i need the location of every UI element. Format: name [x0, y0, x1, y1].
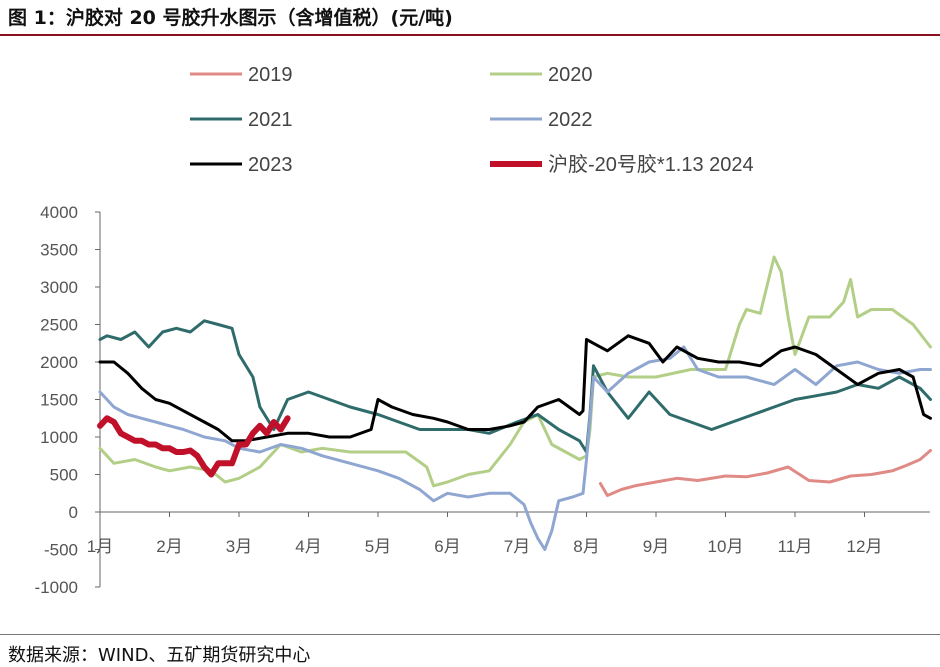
- x-tick-label: 10月: [708, 537, 744, 556]
- y-tick-label: -1000: [35, 578, 78, 597]
- legend-label: 2023: [248, 154, 293, 176]
- x-tick-label: 7月: [504, 537, 530, 556]
- series-line-1: [98, 255, 932, 488]
- x-tick-label: 5月: [365, 537, 391, 556]
- chart-title: 图 1：沪胶对 20 号胶升水图示（含增值税）(元/吨): [8, 7, 453, 29]
- x-tick-label: 12月: [847, 537, 883, 556]
- source-note: 数据来源：WIND、五矿期货研究中心: [8, 645, 311, 666]
- legend-label: 沪胶-20号胶*1.13 2024: [548, 153, 754, 176]
- y-tick-label: 3000: [40, 278, 78, 297]
- series-line-4: [98, 334, 932, 443]
- y-tick-label: 2000: [40, 353, 78, 372]
- legend-label: 2021: [248, 109, 293, 131]
- x-tick-label: 1月: [87, 537, 113, 556]
- footer-divider: [0, 634, 940, 635]
- series-line-5: [97, 415, 291, 478]
- y-tick-label: 0: [69, 503, 78, 522]
- series-line-0: [598, 449, 932, 497]
- x-tick-label: 3月: [226, 537, 252, 556]
- y-tick-label: 4000: [40, 203, 78, 222]
- x-tick-label: 8月: [573, 537, 599, 556]
- series-line-3: [98, 345, 932, 551]
- x-tick-label: 2月: [156, 537, 182, 556]
- y-tick-label: 1500: [40, 391, 78, 410]
- legend-label: 2019: [248, 64, 293, 86]
- legend-label: 2020: [548, 64, 593, 86]
- x-tick-label: 9月: [643, 537, 669, 556]
- y-tick-label: 3500: [40, 241, 78, 260]
- series-line-2: [98, 319, 932, 454]
- x-tick-label: 6月: [434, 537, 460, 556]
- legend-label: 2022: [548, 109, 593, 131]
- line-chart: 4000 3500 3000 2500 2000 1500 1000 500 0 -500 -100…: [35, 64, 932, 597]
- x-tick-label: 4月: [295, 537, 321, 556]
- chart-legend: 2019 2020 2021 2022 2023 沪胶-20号胶*1.13 2024: [190, 64, 754, 176]
- x-tick-label: 11月: [778, 537, 813, 556]
- y-tick-label: 2500: [40, 316, 78, 335]
- chart-series: [97, 255, 932, 551]
- y-tick-label: 500: [50, 466, 78, 485]
- title-divider: [0, 34, 940, 36]
- y-tick-label: -500: [44, 541, 78, 560]
- chart-axes: 4000 3500 3000 2500 2000 1500 1000 500 0 -500 -100…: [35, 203, 930, 597]
- y-tick-label: 1000: [40, 428, 78, 447]
